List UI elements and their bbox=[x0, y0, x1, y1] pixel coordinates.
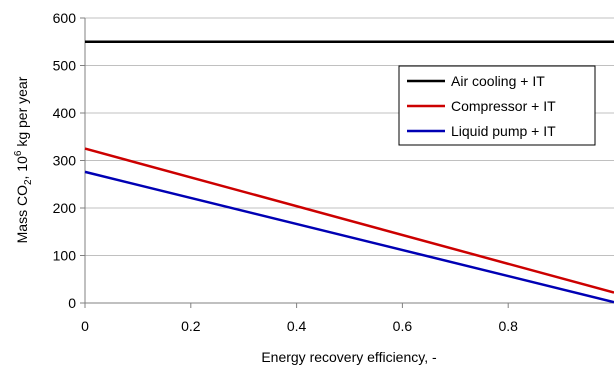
legend-entry: Liquid pump + IT bbox=[407, 123, 556, 139]
legend: Air cooling + IT Compressor + IT Liquid … bbox=[398, 65, 596, 146]
y-axis-label-sub: 2 bbox=[23, 179, 34, 185]
y-axis-label-prefix: Mass CO bbox=[14, 185, 30, 243]
y-axis-label-sup: 6 bbox=[13, 150, 24, 156]
y-axis-label-suffix: kg per year bbox=[14, 76, 30, 150]
x-axis-label: Energy recovery efficiency, - bbox=[261, 349, 437, 365]
series-liquid-pump bbox=[84, 170, 614, 304]
x-tick-labels: 0 0.2 0.4 0.6 0.8 bbox=[81, 318, 518, 334]
axes bbox=[80, 17, 614, 308]
legend-entry: Air cooling + IT bbox=[407, 73, 545, 89]
y-tick-labels: 0 100 200 300 400 500 600 bbox=[53, 10, 77, 311]
y-tick-label: 500 bbox=[53, 58, 77, 74]
x-tick-label: 0.6 bbox=[393, 318, 413, 334]
y-axis-label-mid: , 10 bbox=[14, 156, 30, 180]
gridlines bbox=[85, 17, 614, 256]
y-axis-label: Mass CO2, 106 kg per year bbox=[13, 76, 34, 243]
legend-label-air-cooling: Air cooling + IT bbox=[451, 73, 545, 89]
y-tick-label: 300 bbox=[53, 153, 77, 169]
legend-entry: Compressor + IT bbox=[407, 98, 556, 114]
y-tick-label: 400 bbox=[53, 105, 77, 121]
x-tick-label: 0.4 bbox=[287, 318, 307, 334]
legend-label-liquid-pump: Liquid pump + IT bbox=[451, 123, 556, 139]
y-tick-label: 600 bbox=[53, 10, 77, 26]
series-lines bbox=[84, 40, 614, 304]
series-compressor bbox=[84, 147, 614, 294]
x-tick-label: 0.8 bbox=[498, 318, 518, 334]
x-tick-label: 0 bbox=[81, 318, 89, 334]
x-tick-label: 0.2 bbox=[181, 318, 201, 334]
y-tick-label: 200 bbox=[53, 200, 77, 216]
y-tick-label: 100 bbox=[53, 248, 77, 264]
legend-label-compressor: Compressor + IT bbox=[451, 98, 556, 114]
y-tick-label: 0 bbox=[68, 295, 76, 311]
